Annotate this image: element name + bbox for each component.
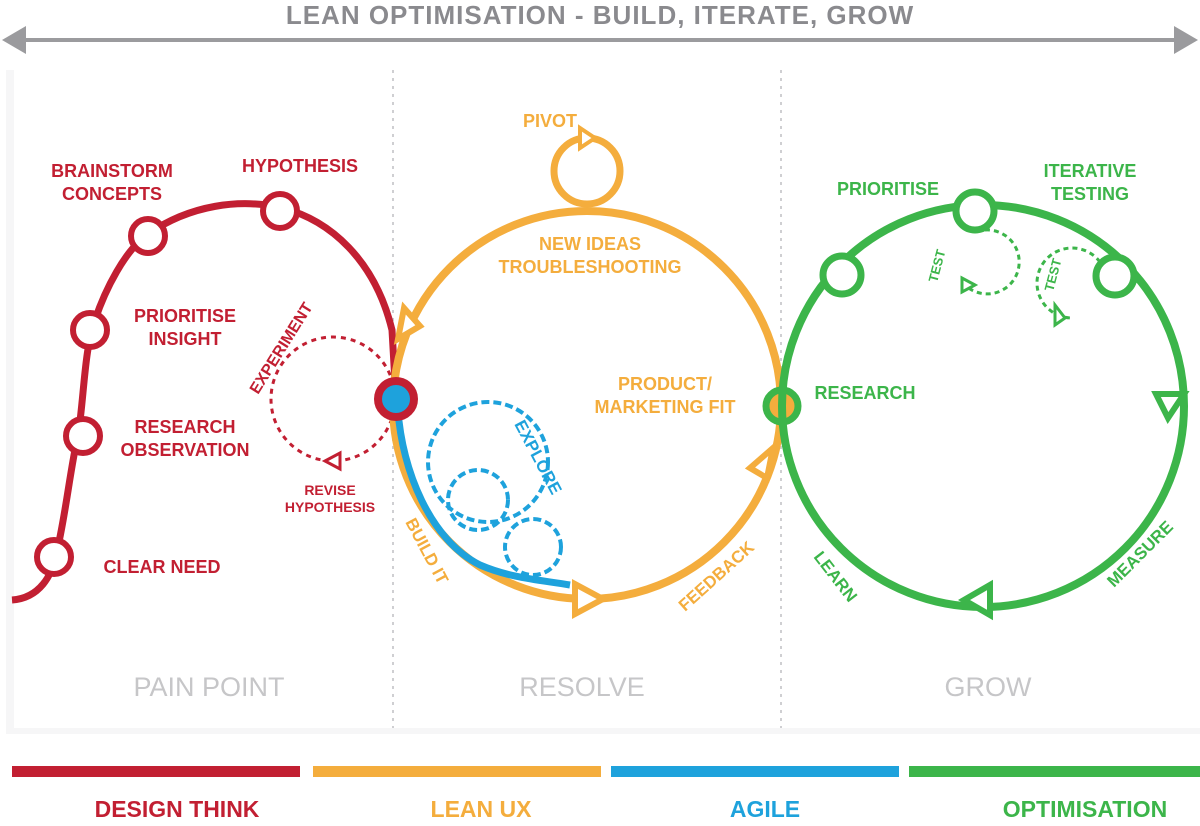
pivot-arrowhead bbox=[578, 124, 599, 152]
loop-arrowhead-left bbox=[393, 301, 425, 345]
label-new-ideas: NEW IDEAS TROUBLESHOOTING bbox=[498, 234, 682, 277]
legend-optimisation: OPTIMISATION bbox=[1002, 796, 1168, 822]
label-revise-hypothesis: REVISE HYPOTHESIS bbox=[284, 482, 376, 515]
junction-red-blue bbox=[374, 377, 418, 421]
legend-lean-ux: LEAN UX bbox=[430, 796, 532, 822]
node-iterative-testing bbox=[1092, 253, 1138, 299]
design-think-curve bbox=[11, 191, 400, 604]
agile-path bbox=[394, 400, 571, 589]
label-iterative-testing: ITERATIVE TESTING bbox=[1043, 161, 1137, 204]
label-brainstorm-concepts: BRAINSTORM CONCEPTS bbox=[51, 161, 173, 204]
label-product-fit: PRODUCT/MARKETING FIT bbox=[594, 374, 736, 417]
diagram-panel bbox=[14, 70, 1200, 728]
loop-arrowhead-bottom bbox=[572, 578, 610, 620]
test-loop-left bbox=[963, 228, 1021, 296]
loop-arrowhead-measure bbox=[1151, 391, 1190, 424]
test-loop-right bbox=[1035, 246, 1102, 320]
loop-arrowhead-right bbox=[744, 439, 778, 483]
legend-bar-optimisation bbox=[909, 766, 1200, 777]
test-loop-left-arrowhead bbox=[960, 275, 979, 295]
section-resolve: RESOLVE bbox=[519, 672, 645, 702]
label-pivot: PIVOT bbox=[522, 111, 577, 131]
timeline-arrow bbox=[2, 26, 1198, 54]
section-pain-point: PAIN POINT bbox=[133, 672, 285, 702]
label-hypothesis: HYPOTHESIS bbox=[241, 156, 359, 176]
explore-loop-medium bbox=[446, 468, 510, 532]
label-prioritise: PRIORITISE bbox=[836, 179, 939, 199]
node-iterative-testing-top bbox=[952, 188, 998, 234]
optimisation-loop bbox=[778, 188, 1190, 621]
legend-agile: AGILE bbox=[729, 796, 801, 822]
experiment-label: EXPERIMENT bbox=[247, 300, 317, 397]
label-research: RESEARCH bbox=[814, 383, 916, 403]
section-grow: GROW bbox=[944, 672, 1032, 702]
label-research-observation: RESEARCH OBSERVATION bbox=[120, 417, 250, 460]
build-it-label: BUILD IT bbox=[401, 515, 452, 588]
experiment-arrowhead bbox=[321, 450, 342, 472]
node-hypothesis bbox=[260, 191, 300, 231]
node-prioritise-insight bbox=[70, 310, 110, 350]
node-research-observation bbox=[63, 416, 103, 456]
test-loop-right-arrowhead bbox=[1053, 300, 1068, 328]
pivot-loop bbox=[550, 134, 624, 208]
legend-design-think: DESIGN THINK bbox=[94, 796, 260, 822]
label-clear-need: CLEAR NEED bbox=[103, 557, 221, 577]
legend-bar-agile bbox=[611, 766, 899, 777]
explore-loop-large bbox=[426, 400, 550, 524]
node-brainstorm bbox=[128, 216, 168, 256]
node-clear-need bbox=[34, 537, 74, 577]
label-prioritise-insight: PRIORITISE INSIGHT bbox=[133, 306, 236, 349]
explore-loop-small bbox=[503, 517, 563, 577]
test-label-left: TEST bbox=[925, 248, 948, 284]
node-prioritise bbox=[819, 252, 865, 298]
legend-bar-design-think bbox=[12, 766, 300, 777]
loop-arrowhead-learn bbox=[957, 579, 993, 621]
legend-bar-lean-ux bbox=[313, 766, 601, 777]
diagram-title: LEAN OPTIMISATION - BUILD, ITERATE, GROW bbox=[0, 0, 1200, 31]
